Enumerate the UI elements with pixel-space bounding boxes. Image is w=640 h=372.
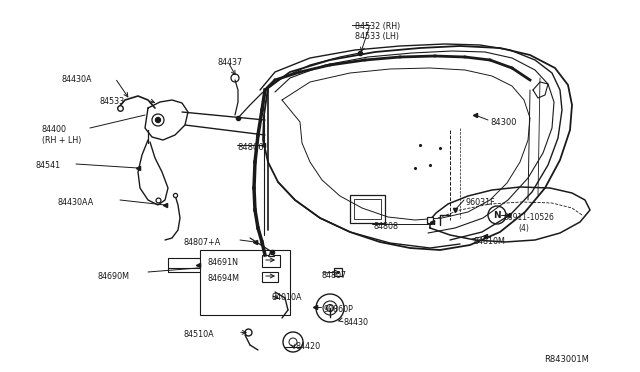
Bar — [354, 199, 381, 219]
Text: 84694M: 84694M — [208, 274, 240, 283]
Bar — [200, 250, 290, 315]
Text: 84533 (LH): 84533 (LH) — [355, 32, 399, 41]
Text: 90860P: 90860P — [323, 305, 353, 314]
Text: 84400: 84400 — [42, 125, 67, 134]
Circle shape — [326, 305, 333, 311]
Text: 84532 (RH): 84532 (RH) — [355, 22, 400, 31]
Text: R843001M: R843001M — [544, 355, 589, 364]
Text: 84420: 84420 — [296, 342, 321, 351]
Text: 84806: 84806 — [237, 143, 264, 152]
Text: 84810M: 84810M — [474, 237, 506, 246]
Text: 84430A: 84430A — [62, 75, 93, 84]
Text: 84437: 84437 — [218, 58, 243, 67]
Bar — [350, 195, 385, 223]
Text: 84808: 84808 — [374, 222, 399, 231]
Text: 84807+A: 84807+A — [183, 238, 220, 247]
Text: 96031F: 96031F — [466, 198, 495, 207]
Bar — [262, 255, 280, 267]
Text: 08911-10526: 08911-10526 — [503, 213, 554, 222]
Text: N: N — [493, 211, 501, 219]
Text: 84010A: 84010A — [272, 293, 303, 302]
Text: 84807: 84807 — [322, 271, 347, 280]
Text: 84533: 84533 — [100, 97, 125, 106]
Bar — [262, 272, 278, 282]
Text: 84430: 84430 — [344, 318, 369, 327]
Text: (RH + LH): (RH + LH) — [42, 136, 81, 145]
Text: 84690M: 84690M — [98, 272, 130, 281]
Text: 84300: 84300 — [490, 118, 516, 127]
Text: 84430AA: 84430AA — [58, 198, 94, 207]
Text: 84510A: 84510A — [183, 330, 214, 339]
Text: 84541: 84541 — [36, 161, 61, 170]
Text: (4): (4) — [518, 224, 529, 233]
Text: 84691N: 84691N — [208, 258, 239, 267]
Circle shape — [156, 118, 161, 122]
